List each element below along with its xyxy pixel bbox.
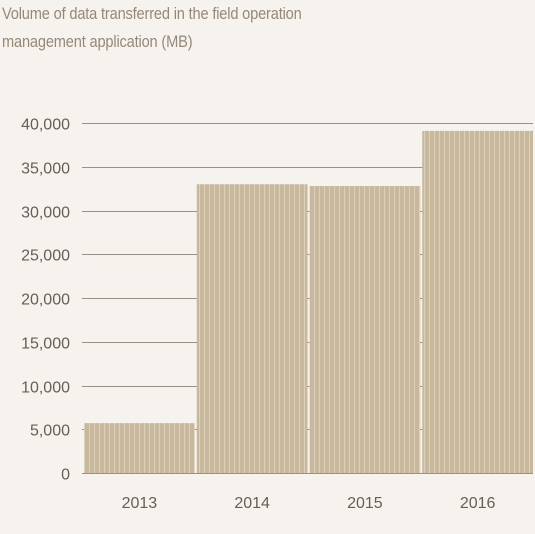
y-tick-label: 25,000 bbox=[21, 248, 70, 265]
y-tick-label: 40,000 bbox=[21, 117, 70, 134]
y-tick-label: 30,000 bbox=[21, 205, 70, 222]
bar-2014 bbox=[196, 184, 308, 473]
y-tick-label: 20,000 bbox=[21, 292, 70, 309]
y-tick-label: 15,000 bbox=[21, 336, 70, 353]
y-tick-label: 0 bbox=[61, 467, 70, 484]
x-axis-ticks: 2013 2014 2015 2016 bbox=[122, 495, 496, 512]
x-tick-label: 2014 bbox=[234, 495, 270, 512]
y-axis-ticks: 0 5,000 10,000 15,000 20,000 25,000 30,000 35,0… bbox=[21, 117, 70, 484]
chart-title: Volume of data transferred in the field … bbox=[2, 4, 302, 51]
bar-2013 bbox=[84, 423, 195, 473]
bars bbox=[84, 130, 533, 473]
y-tick-label: 35,000 bbox=[21, 161, 70, 178]
y-tick-label: 5,000 bbox=[30, 423, 70, 440]
x-tick-label: 2016 bbox=[460, 495, 496, 512]
bar-2015 bbox=[309, 186, 421, 473]
y-tick-label: 10,000 bbox=[21, 380, 70, 397]
x-tick-label: 2013 bbox=[122, 495, 158, 512]
bar-2016 bbox=[422, 130, 533, 473]
x-tick-label: 2015 bbox=[347, 495, 383, 512]
